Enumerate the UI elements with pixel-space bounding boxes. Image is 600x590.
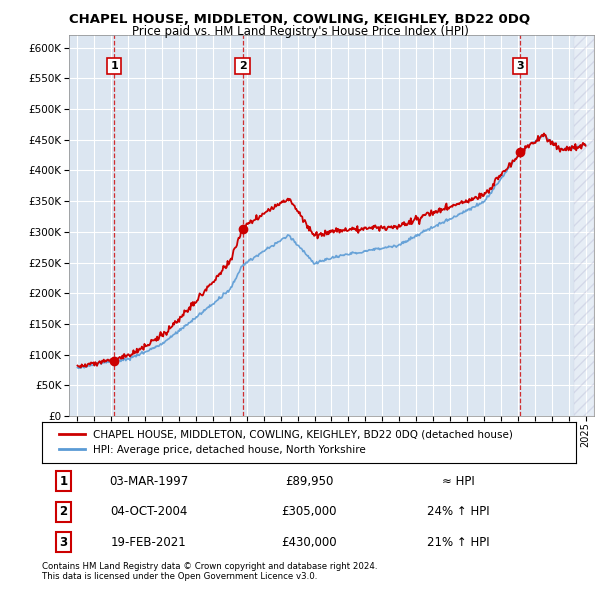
Text: 3: 3 bbox=[516, 61, 524, 71]
Text: 3: 3 bbox=[59, 536, 67, 549]
Text: 21% ↑ HPI: 21% ↑ HPI bbox=[427, 536, 490, 549]
Text: 04-OCT-2004: 04-OCT-2004 bbox=[110, 505, 187, 519]
Legend: CHAPEL HOUSE, MIDDLETON, COWLING, KEIGHLEY, BD22 0DQ (detached house), HPI: Aver: CHAPEL HOUSE, MIDDLETON, COWLING, KEIGHL… bbox=[53, 424, 519, 461]
Text: 1: 1 bbox=[59, 475, 67, 488]
Text: 2: 2 bbox=[59, 505, 67, 519]
Text: £430,000: £430,000 bbox=[281, 536, 337, 549]
Text: This data is licensed under the Open Government Licence v3.0.: This data is licensed under the Open Gov… bbox=[42, 572, 317, 581]
Text: Contains HM Land Registry data © Crown copyright and database right 2024.: Contains HM Land Registry data © Crown c… bbox=[42, 562, 377, 571]
Text: CHAPEL HOUSE, MIDDLETON, COWLING, KEIGHLEY, BD22 0DQ: CHAPEL HOUSE, MIDDLETON, COWLING, KEIGHL… bbox=[70, 13, 530, 26]
Text: 24% ↑ HPI: 24% ↑ HPI bbox=[427, 505, 490, 519]
Text: 2: 2 bbox=[239, 61, 247, 71]
Text: £89,950: £89,950 bbox=[285, 475, 333, 488]
Text: £305,000: £305,000 bbox=[281, 505, 337, 519]
Text: ≈ HPI: ≈ HPI bbox=[442, 475, 475, 488]
Text: 03-MAR-1997: 03-MAR-1997 bbox=[109, 475, 188, 488]
Text: 1: 1 bbox=[110, 61, 118, 71]
Text: Price paid vs. HM Land Registry's House Price Index (HPI): Price paid vs. HM Land Registry's House … bbox=[131, 25, 469, 38]
Text: 19-FEB-2021: 19-FEB-2021 bbox=[111, 536, 187, 549]
